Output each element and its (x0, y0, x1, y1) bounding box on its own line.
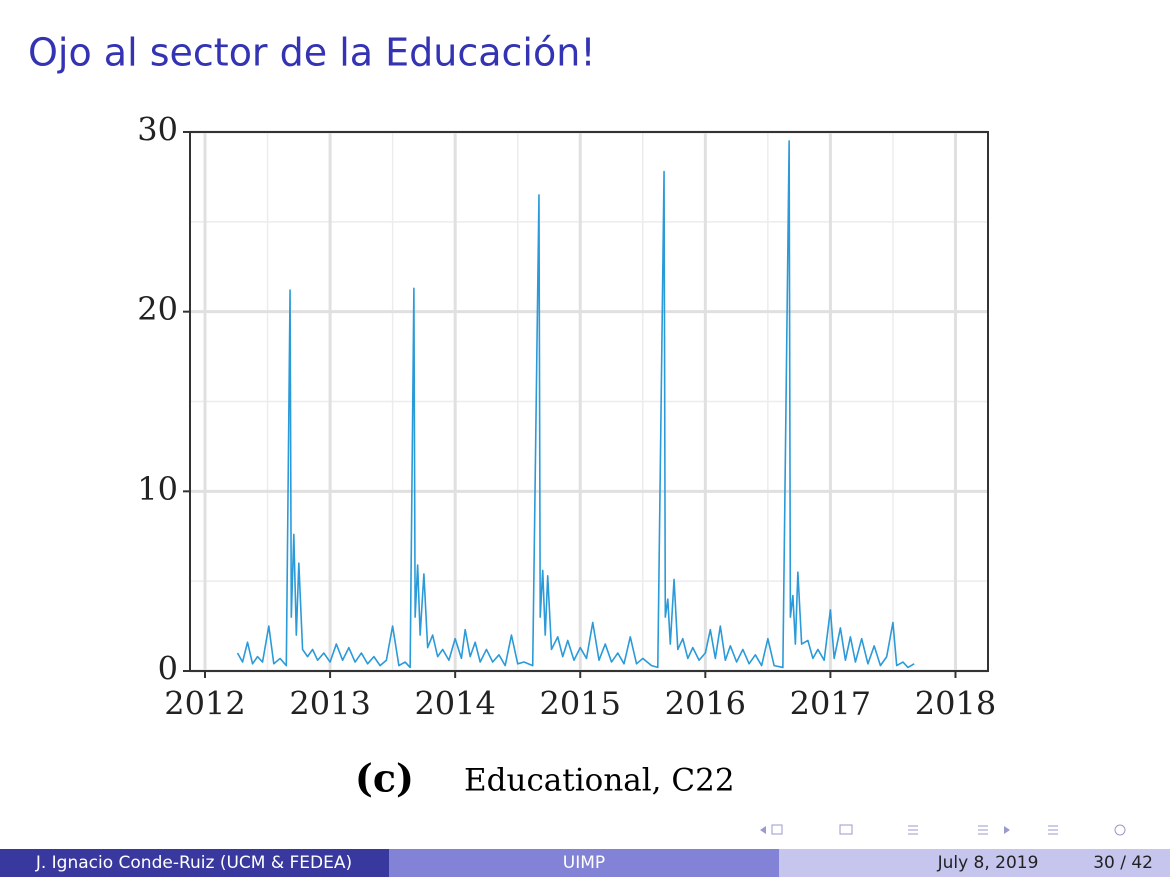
caption-label: (c) (355, 756, 414, 801)
x-tick-label: 2016 (665, 685, 746, 723)
footer-left (0, 849, 389, 877)
y-tick-label: 20 (137, 290, 178, 328)
y-tick-label: 10 (137, 470, 178, 508)
nav-search (1114, 824, 1126, 836)
footer-institute: UIMP (563, 853, 605, 873)
footer-author: J. Ignacio Conde-Ruiz (UCM & FEDEA) (35, 853, 352, 873)
nav-sections (908, 825, 1058, 835)
footer-page: 30 / 42 (1093, 853, 1153, 873)
x-tick-label: 2014 (414, 685, 495, 723)
x-tick-label: 2013 (289, 685, 370, 723)
y-tick-label: 0 (158, 650, 178, 688)
caption: Educational, C22 (464, 763, 735, 799)
nav-subsection (839, 824, 853, 835)
footer-date: July 8, 2019 (937, 853, 1039, 873)
y-tick-label: 30 (137, 111, 178, 149)
series-line (236, 140, 915, 669)
plot: 2012 2013 2014 2015 2016 2017 2018 0 10 20 30 (137, 111, 996, 723)
x-tick-label: 2018 (915, 685, 996, 723)
footer-right (779, 849, 1170, 877)
x-tick-label: 2012 (164, 685, 245, 723)
nav-arrows (760, 826, 1010, 834)
footer-middle (389, 849, 779, 877)
plot-frame (189, 131, 989, 672)
x-tick-label: 2015 (540, 685, 621, 723)
slide-title: Ojo al sector de la Educación! (28, 31, 596, 75)
navigation-icons (760, 824, 1126, 836)
x-tick-label: 2017 (790, 685, 871, 723)
nav-frame (771, 824, 783, 835)
